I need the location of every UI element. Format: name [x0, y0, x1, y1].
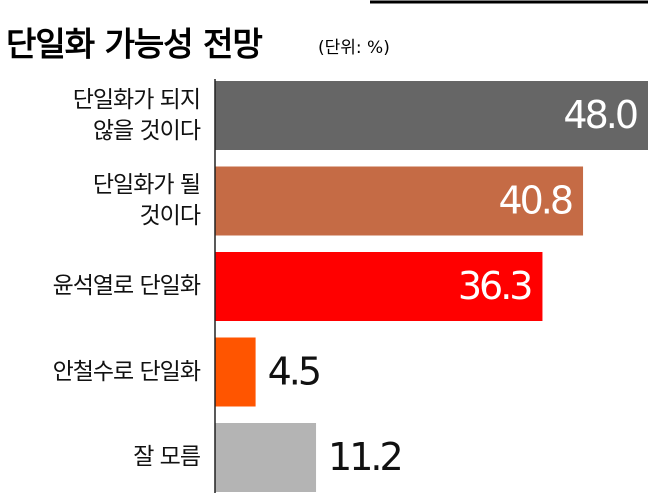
value-label: 36.3 — [458, 264, 531, 308]
category-label: 잘 모름 — [133, 444, 201, 470]
category-label: 윤석열로 단일화 — [52, 273, 201, 299]
value-label: 40.8 — [498, 179, 571, 223]
category-label: 단일화가 되지 않을 것이다 — [72, 86, 201, 144]
bar — [215, 337, 256, 407]
value-label: 11.2 — [328, 435, 401, 479]
bar — [215, 252, 543, 321]
chart-title: 단일화 가능성 전망 — [6, 25, 262, 64]
bar — [215, 81, 648, 150]
chart-subtitle: (단위: %) — [318, 38, 390, 58]
bar — [215, 423, 317, 492]
value-label: 4.5 — [268, 350, 319, 394]
value-label: 48.0 — [563, 93, 636, 137]
category-label: 단일화가 될 것이다 — [92, 172, 201, 229]
category-label: 안철수로 단일화 — [52, 358, 201, 385]
bar — [215, 166, 584, 236]
